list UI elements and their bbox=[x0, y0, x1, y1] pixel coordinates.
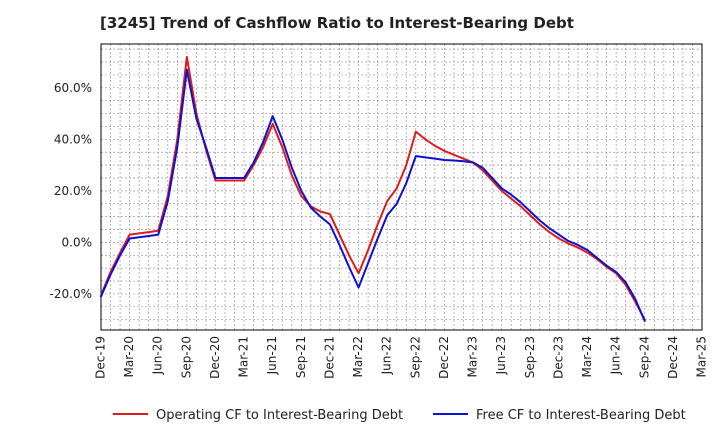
x-tick-label: Jun-21 bbox=[265, 336, 279, 375]
x-tick-label: Sep-22 bbox=[408, 336, 422, 378]
x-tick-label: Sep-24 bbox=[637, 336, 651, 378]
plot-area-frame bbox=[100, 43, 703, 331]
operating-cf-series-line bbox=[100, 55, 646, 321]
legend-free-cf-label: Free CF to Interest-Bearing Debt bbox=[476, 408, 686, 423]
x-tick-label: Mar-22 bbox=[351, 336, 365, 377]
x-tick-label: Dec-21 bbox=[322, 336, 336, 379]
x-tick-label: Mar-23 bbox=[466, 336, 480, 377]
x-tick-label: Sep-21 bbox=[294, 336, 308, 378]
y-tick-label: 40.0% bbox=[54, 132, 92, 146]
y-tick-label: 0.0% bbox=[62, 235, 93, 249]
series-lines bbox=[100, 55, 646, 322]
x-tick-label: Sep-23 bbox=[523, 336, 537, 378]
x-tick-label: Dec-24 bbox=[666, 336, 680, 379]
x-axis-tick-labels: Dec-19 Mar-20 Jun-20 Sep-20 Dec-20 Mar-21 Jun-… bbox=[94, 336, 709, 379]
chart-title: [3245] Trend of Cashflow Ratio to Intere… bbox=[100, 14, 574, 32]
y-axis-tick-labels: -20.0% 0.0% 20.0% 40.0% 60.0% bbox=[50, 81, 92, 301]
x-tick-label: Dec-23 bbox=[551, 336, 565, 379]
x-tick-label: Mar-24 bbox=[580, 336, 594, 377]
x-tick-label: Jun-24 bbox=[609, 336, 623, 375]
y-tick-label: 60.0% bbox=[54, 81, 92, 95]
x-tick-label: Jun-22 bbox=[380, 336, 394, 375]
free-cf-series-line bbox=[100, 68, 646, 322]
x-tick-label: Mar-20 bbox=[122, 336, 136, 377]
x-tick-label: Mar-25 bbox=[695, 336, 709, 377]
x-tick-label: Dec-20 bbox=[208, 336, 222, 379]
y-tick-label: -20.0% bbox=[50, 287, 92, 301]
x-tick-label: Sep-20 bbox=[179, 336, 193, 378]
y-tick-label: 20.0% bbox=[54, 184, 92, 198]
x-tick-label: Mar-21 bbox=[237, 336, 251, 377]
legend: Operating CF to Interest-Bearing Debt Fre… bbox=[113, 408, 686, 423]
x-tick-label: Jun-20 bbox=[151, 336, 165, 375]
x-tick-label: Dec-22 bbox=[437, 336, 451, 379]
x-tick-label: Jun-23 bbox=[494, 336, 508, 375]
legend-operating-cf-label: Operating CF to Interest-Bearing Debt bbox=[156, 408, 403, 423]
x-tick-label: Dec-19 bbox=[94, 336, 108, 379]
grid-lines bbox=[101, 44, 702, 330]
